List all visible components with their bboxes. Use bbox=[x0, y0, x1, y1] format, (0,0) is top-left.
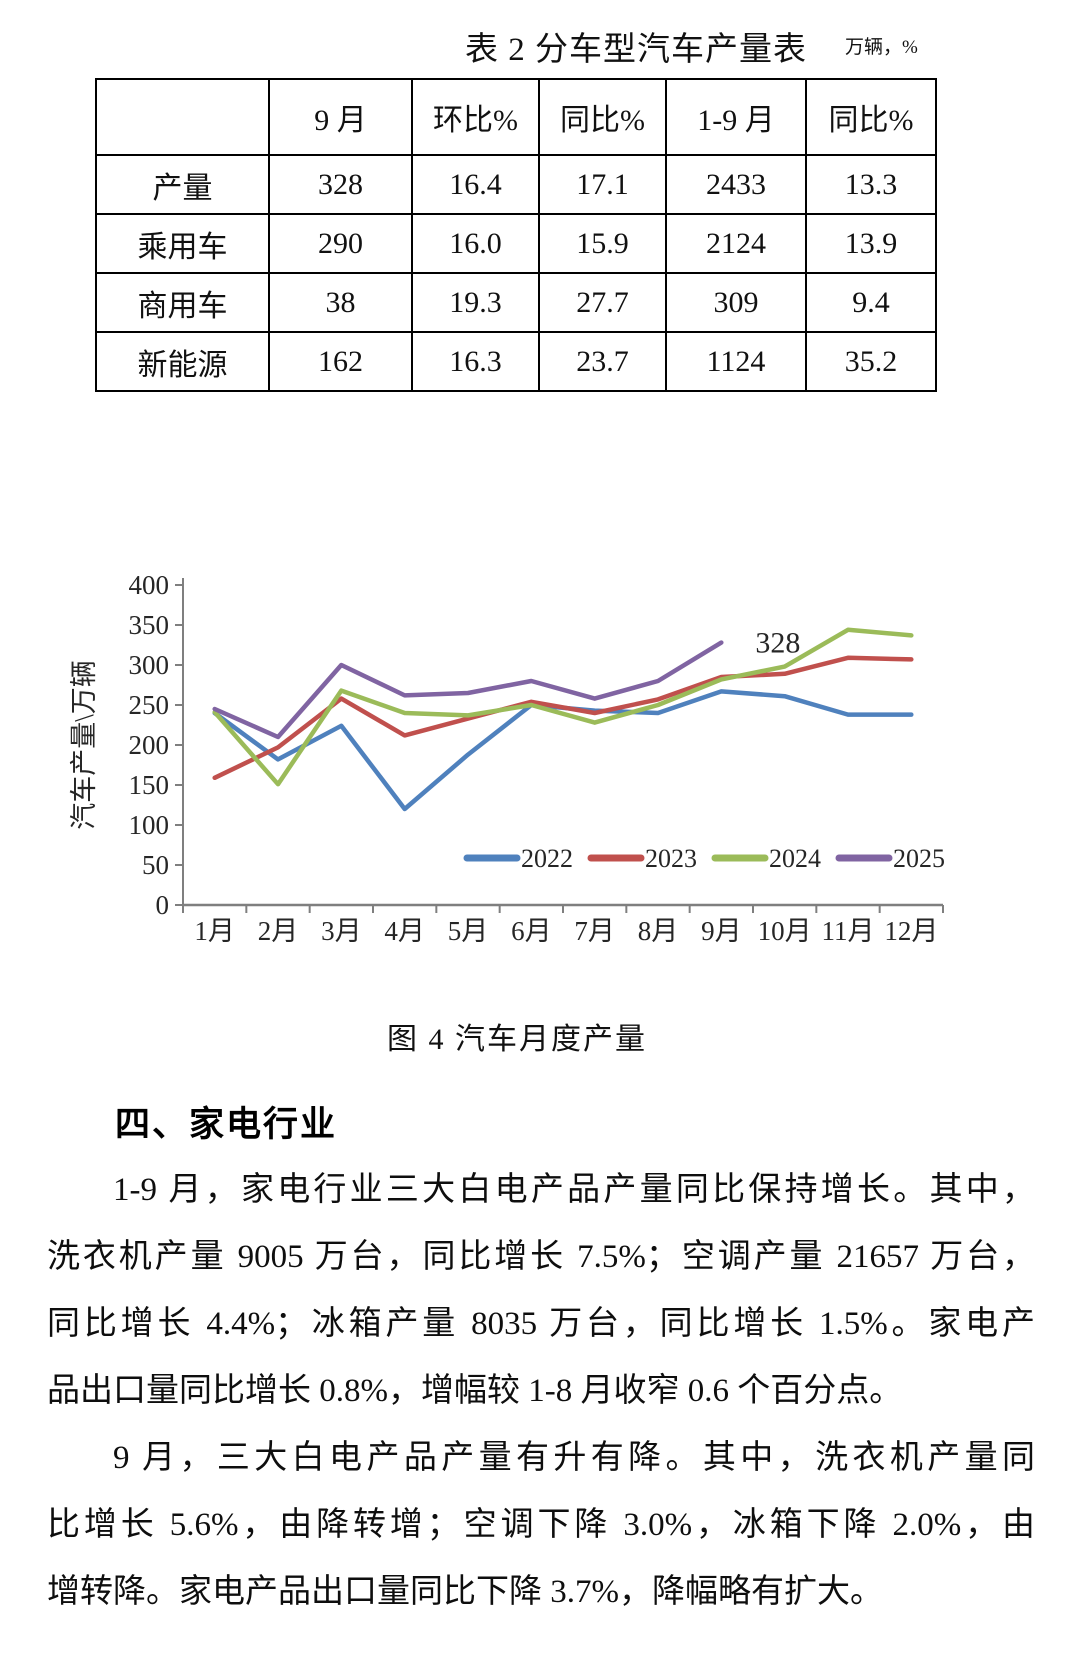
x-tick-label: 7月 bbox=[574, 916, 615, 946]
paragraph-line: 洗衣机产量 9005 万台，同比增长 7.5%；空调产量 21657 万台， bbox=[47, 1239, 1035, 1275]
paragraph-line: 品出口量同比增长 0.8%，增幅较 1-8 月收窄 0.6 个百分点。 bbox=[47, 1373, 903, 1409]
table-row: 商用车 38 19.3 27.7 309 9.4 bbox=[95, 272, 937, 333]
y-tick-label: 300 bbox=[129, 650, 170, 680]
paragraph-line: 同比增长 4.4%；冰箱产量 8035 万台，同比增长 1.5%。家电产 bbox=[47, 1306, 1035, 1342]
y-tick-label: 150 bbox=[129, 770, 170, 800]
x-tick-label: 4月 bbox=[384, 916, 425, 946]
table-title: 表 2 分车型汽车产量表 bbox=[465, 32, 807, 68]
table-row: 新能源 162 16.3 23.7 1124 35.2 bbox=[95, 331, 937, 392]
row-label-cell: 乘用车 bbox=[95, 213, 270, 274]
table-value-cell: 23.7 bbox=[538, 331, 667, 392]
body-text: 1-9 月，家电行业三大白电产品产量同比保持增长。其中， 洗衣机产量 9005 万… bbox=[47, 1157, 1035, 1626]
x-tick-label: 3月 bbox=[321, 916, 362, 946]
row-label-cell: 商用车 bbox=[95, 272, 270, 333]
legend-label-2022: 2022 bbox=[521, 844, 573, 873]
table-body: 产量 328 16.4 17.1 2433 13.3 乘用车 290 16.0 15.9 2124 1… bbox=[95, 154, 937, 392]
table-value-cell: 15.9 bbox=[538, 213, 667, 274]
y-axis-title: 汽车产量\万辆 bbox=[69, 660, 99, 830]
table-unit-label: 万辆，% bbox=[845, 37, 918, 58]
legend-label-2025: 2025 bbox=[893, 844, 945, 873]
row-label-cell: 产量 bbox=[95, 154, 270, 215]
section-heading: 四、家电行业 bbox=[115, 1105, 338, 1144]
table-header-cell: 同比% bbox=[805, 78, 937, 156]
table-header-cell: 9 月 bbox=[268, 78, 413, 156]
y-tick-label: 50 bbox=[142, 850, 169, 880]
table-value-cell: 38 bbox=[268, 272, 413, 333]
table-header-cell: 同比% bbox=[538, 78, 667, 156]
y-tick-label: 250 bbox=[129, 690, 170, 720]
x-tick-label: 6月 bbox=[511, 916, 552, 946]
series-line-2023 bbox=[212, 655, 914, 781]
series-line-2024 bbox=[212, 627, 914, 787]
table-value-cell: 309 bbox=[665, 272, 807, 333]
table-header-cell bbox=[95, 78, 270, 156]
x-tick-label: 12月 bbox=[884, 916, 938, 946]
table-row: 产量 328 16.4 17.1 2433 13.3 bbox=[95, 154, 937, 215]
table-value-cell: 9.4 bbox=[805, 272, 937, 333]
table-value-cell: 1124 bbox=[665, 331, 807, 392]
table-value-cell: 290 bbox=[268, 213, 413, 274]
x-tick-label: 8月 bbox=[638, 916, 679, 946]
x-tick-label: 9月 bbox=[701, 916, 742, 946]
table-header-row: 9 月环比% 同比% 1-9 月同比% bbox=[95, 78, 937, 156]
table-value-cell: 16.4 bbox=[411, 154, 540, 215]
y-tick-label: 400 bbox=[129, 570, 170, 600]
y-tick-label: 0 bbox=[156, 890, 170, 920]
table-row: 乘用车 290 16.0 15.9 2124 13.9 bbox=[95, 213, 937, 274]
table-value-cell: 162 bbox=[268, 331, 413, 392]
table-header: 9 月环比% 同比% 1-9 月同比% bbox=[95, 78, 937, 156]
y-tick-label: 100 bbox=[129, 810, 170, 840]
table-value-cell: 16.3 bbox=[411, 331, 540, 392]
paragraph-line: 比增长 5.6%，由降转增；空调下降 3.0%，冰箱下降 2.0%，由 bbox=[47, 1507, 1035, 1543]
monthly-production-chart: 0 50 100 150 200 250 300 350 400 1月 2月 3月 4月 5月 6月 7月 8月… bbox=[69, 570, 945, 946]
series-line-2025 bbox=[212, 640, 724, 740]
table-value-cell: 27.7 bbox=[538, 272, 667, 333]
table-value-cell: 2124 bbox=[665, 213, 807, 274]
paragraph-line: 9 月，三大白电产品产量有升有降。其中，洗衣机产量同 bbox=[113, 1440, 1035, 1476]
x-tick-label: 1月 bbox=[194, 916, 235, 946]
table-value-cell: 2433 bbox=[665, 154, 807, 215]
table-header-cell: 环比% bbox=[411, 78, 540, 156]
figure-caption: 图 4 汽车月度产量 bbox=[387, 1023, 647, 1056]
paragraph-line: 增转降。家电产品出口量同比下降 3.7%，降幅略有扩大。 bbox=[47, 1574, 883, 1610]
x-tick-label: 11月 bbox=[822, 916, 875, 946]
row-label-cell: 新能源 bbox=[95, 331, 270, 392]
table-header-cell: 1-9 月 bbox=[665, 78, 807, 156]
legend-label-2024: 2024 bbox=[769, 844, 821, 873]
y-tick-label: 200 bbox=[129, 730, 170, 760]
y-tick-label: 350 bbox=[129, 610, 170, 640]
x-tick-label: 2月 bbox=[258, 916, 299, 946]
legend-label-2023: 2023 bbox=[645, 844, 697, 873]
table-value-cell: 328 bbox=[268, 154, 413, 215]
table-value-cell: 13.9 bbox=[805, 213, 937, 274]
table-value-cell: 35.2 bbox=[805, 331, 937, 392]
production-table: 9 月环比% 同比% 1-9 月同比% 产量 328 16.4 17.1 2433 13.3 乘… bbox=[95, 78, 937, 392]
x-tick-label: 10月 bbox=[758, 916, 812, 946]
table-value-cell: 13.3 bbox=[805, 154, 937, 215]
table-value-cell: 17.1 bbox=[538, 154, 667, 215]
table-value-cell: 16.0 bbox=[411, 213, 540, 274]
table-value-cell: 19.3 bbox=[411, 272, 540, 333]
x-tick-label: 5月 bbox=[448, 916, 489, 946]
data-label-328: 328 bbox=[755, 627, 800, 660]
paragraph-line: 1-9 月，家电行业三大白电产品产量同比保持增长。其中， bbox=[113, 1172, 1035, 1208]
